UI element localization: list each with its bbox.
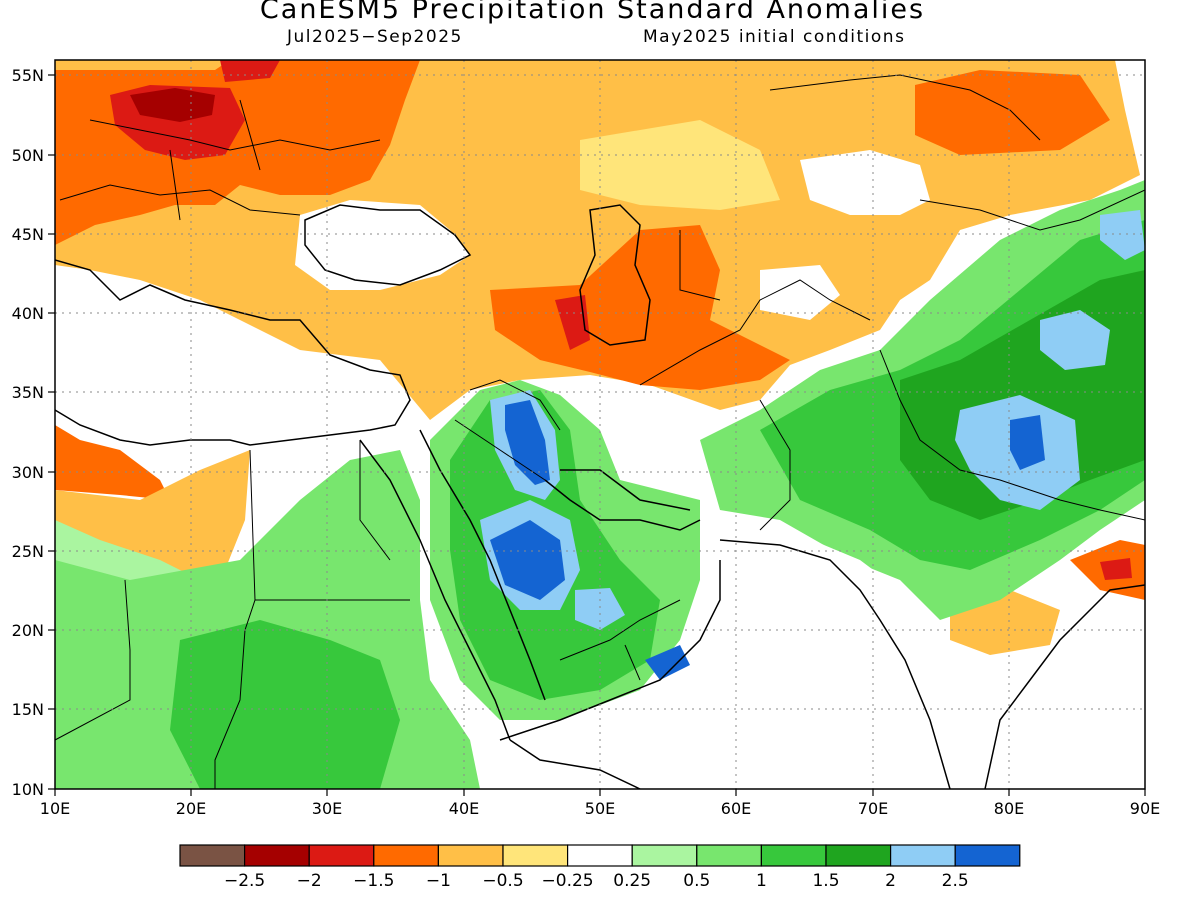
neutral-black-sea [295, 200, 470, 290]
neutral-india [720, 535, 950, 789]
lat-label: 25N [12, 542, 44, 561]
legend-swatch [889, 844, 956, 867]
light-blue-oman [575, 588, 625, 630]
lon-labels: 10E 20E 30E 40E 50E 60E 70E 80E 90E [40, 799, 1160, 818]
lat-lon-grid [55, 60, 1145, 789]
wet-sahel [170, 620, 400, 789]
initial-conditions: May2025 initial conditions [643, 27, 906, 47]
lat-label: 10N [12, 780, 44, 799]
neutral-aral [760, 265, 840, 320]
legend-label: 1 [756, 871, 767, 891]
coast-persian-gulf [544, 469, 701, 531]
coast-africa-horn [509, 739, 641, 789]
lon-label: 80E [994, 799, 1024, 818]
deep-blue-nepal [1010, 415, 1045, 470]
legend-swatch [696, 844, 762, 867]
legend-label: 0.25 [613, 871, 651, 891]
legend-swatch [373, 844, 439, 867]
figure-title: CanESM5 Precipitation Standard Anomalies [259, 0, 926, 25]
lon-label: 60E [721, 799, 751, 818]
lat-label: 15N [12, 700, 44, 719]
legend-label: −1.5 [353, 871, 394, 891]
blue-yemen [645, 645, 690, 680]
light-blue-tibet [1040, 310, 1110, 370]
strong-dry-caucasus [555, 295, 590, 350]
coast-black-sea [304, 204, 472, 286]
light-blue-xinjiang [1100, 210, 1145, 260]
lon-label: 20E [176, 799, 206, 818]
lon-label: 90E [1130, 799, 1160, 818]
moderate-dry-north-africa [55, 425, 170, 500]
lat-label: 55N [12, 66, 44, 85]
lat-label: 50N [12, 146, 44, 165]
legend-swatch [437, 844, 504, 867]
legend-swatch [760, 844, 827, 867]
lat-label: 40N [12, 304, 44, 323]
light-dry-kazakh [580, 120, 780, 210]
lat-label: 35N [12, 383, 44, 402]
moderate-dry-iran [490, 225, 790, 390]
legend-swatch [244, 844, 310, 867]
legend-label: −2.5 [224, 871, 265, 891]
lat-label: 20N [12, 621, 44, 640]
color-legend: −2.5 −2 −1.5 −1 −0.5 −0.25 0.25 0.5 1 1.5 2 2.5 [179, 844, 1021, 891]
legend-swatch [954, 844, 1021, 867]
coast-arabia-south [499, 560, 721, 741]
deep-blue-iraq [505, 400, 550, 485]
legend-label: 0.5 [683, 871, 710, 891]
legend-label: −1 [426, 871, 451, 891]
anomaly-field [55, 60, 1145, 789]
lon-label: 70E [858, 799, 888, 818]
coastlines [55, 204, 1145, 789]
legend-label: 2.5 [942, 871, 969, 891]
lon-label: 40E [449, 799, 479, 818]
legend-swatch [179, 844, 246, 867]
legend-label: 1.5 [812, 871, 839, 891]
legend-label: −0.25 [542, 871, 594, 891]
lon-label: 50E [585, 799, 615, 818]
lon-label: 10E [40, 799, 70, 818]
legend-swatch [566, 844, 633, 867]
coast-caspian [579, 204, 651, 346]
lon-label: 30E [312, 799, 342, 818]
legend-swatch [502, 844, 569, 867]
axis-ticks [48, 74, 1146, 796]
legend-swatch [825, 844, 892, 867]
strong-dry-bangladesh [1100, 558, 1132, 580]
lat-labels: 10N 15N 20N 25N 30N 35N 40N 45N 50N 55N [12, 66, 44, 799]
coast-mediterranean [55, 259, 411, 446]
coast-india [719, 539, 1145, 789]
deep-blue-arabia [490, 520, 565, 600]
legend-label: −0.5 [482, 871, 523, 891]
coast-red-sea [359, 429, 546, 741]
legend-swatch [308, 844, 375, 867]
strong-dry-belarus [220, 60, 280, 82]
legend-swatch [631, 844, 698, 867]
legend-label: 2 [885, 871, 896, 891]
forecast-period: Jul2025−Sep2025 [287, 27, 463, 47]
borders [55, 74, 1145, 789]
legend-label: −2 [297, 871, 322, 891]
neutral-central-asia [800, 150, 930, 215]
lat-label: 45N [12, 225, 44, 244]
extreme-dry-poland [130, 88, 215, 122]
lat-label: 30N [12, 463, 44, 482]
